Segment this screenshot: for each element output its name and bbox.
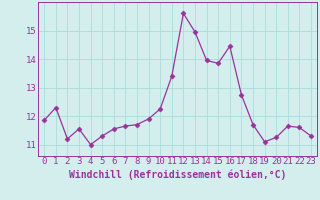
X-axis label: Windchill (Refroidissement éolien,°C): Windchill (Refroidissement éolien,°C) — [69, 169, 286, 180]
